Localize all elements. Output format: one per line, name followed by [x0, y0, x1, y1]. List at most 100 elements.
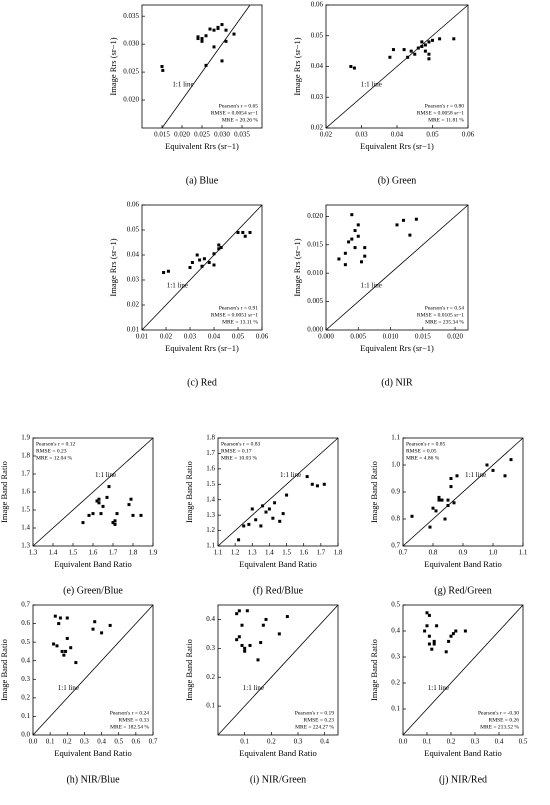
stat-text: RMSE = 0.0105 sr−1: [417, 312, 464, 318]
y-axis-label: Image Rrs (sr−1): [292, 238, 302, 296]
x-tick-label: 1.8: [129, 549, 138, 557]
x-tick-label: 0.7: [149, 738, 158, 746]
point: [216, 25, 220, 29]
x-tick-label: 0.030: [214, 131, 230, 139]
point: [264, 510, 268, 514]
y-tick-label: 0.3: [21, 675, 30, 683]
point: [349, 65, 353, 68]
point: [423, 629, 427, 633]
stat-text: MRE = 12.04 %: [36, 455, 73, 461]
point: [363, 246, 367, 250]
point: [432, 642, 436, 646]
x-tick-label: 0.05: [232, 333, 245, 341]
x-tick-label: 0.7: [399, 549, 408, 557]
y-tick-label: 1.8: [21, 452, 30, 460]
point: [267, 507, 271, 511]
point: [101, 504, 105, 508]
point: [190, 261, 194, 264]
y-tick-label: 1.9: [21, 434, 30, 442]
point: [248, 231, 252, 234]
x-tick-label: 1.6: [299, 549, 308, 557]
point: [237, 635, 241, 639]
one-to-one-line: [217, 437, 339, 547]
y-tick-label: 0.2: [391, 679, 400, 687]
y-tick-label: 1.7: [21, 470, 30, 478]
stat-text: RMSE = 0.0054 sr−1: [211, 110, 258, 116]
point: [343, 263, 347, 267]
point: [235, 612, 239, 616]
y-tick-label: 0.06: [311, 1, 324, 9]
stat-text: RMSE = 0.33: [119, 717, 150, 723]
x-tick-label: 1.8: [334, 549, 343, 557]
point: [224, 28, 228, 32]
y-axis-label: Image Band Ratio: [0, 639, 9, 701]
point: [196, 35, 200, 39]
x-tick-label: 0.04: [391, 131, 404, 139]
x-tick-label: 0.6: [131, 738, 140, 746]
point: [212, 252, 216, 256]
y-tick-label: 1.3: [206, 511, 215, 519]
point: [337, 257, 341, 261]
x-tick-label: 1.7: [109, 549, 118, 557]
point: [115, 512, 119, 516]
caption: (j) NIR/Red: [439, 774, 487, 785]
point: [235, 638, 239, 642]
point: [131, 513, 135, 517]
stat-text: RMSE = 0.05: [406, 448, 437, 454]
x-tick-label: 1.2: [231, 549, 240, 557]
y-axis-label: Image Band Ratio: [184, 639, 194, 701]
stat-text: Pearson's r = 0.83: [221, 441, 260, 447]
point: [236, 231, 240, 234]
point: [427, 52, 431, 56]
point: [95, 499, 99, 503]
point: [427, 613, 431, 617]
point: [446, 504, 450, 507]
y-tick-label: 0.04: [311, 62, 324, 70]
point: [237, 538, 241, 542]
point: [305, 475, 309, 479]
point: [410, 514, 414, 518]
point: [113, 519, 117, 523]
point: [278, 519, 282, 523]
point: [431, 38, 434, 42]
point: [350, 213, 354, 217]
y-tick-label: 0.4: [206, 615, 215, 623]
y-tick-label: 0.03: [127, 276, 140, 284]
x-tick-label: 1.7: [316, 549, 325, 557]
point: [427, 57, 431, 61]
plot-frame: [217, 437, 339, 547]
point: [220, 23, 224, 27]
point: [431, 506, 435, 510]
y-tick-label: 0.8: [391, 515, 400, 523]
x-tick-label: 0.035: [234, 131, 250, 139]
point: [207, 261, 211, 264]
y-tick-label: 0.7: [391, 542, 400, 550]
point: [212, 28, 216, 32]
y-tick-label: 0.05: [311, 31, 324, 39]
one-to-one-label: 1:1 line: [167, 281, 188, 289]
y-axis-label: Image Band Ratio: [369, 639, 379, 701]
point: [409, 49, 413, 53]
point: [449, 477, 453, 480]
y-tick-label: 0.9: [391, 488, 400, 496]
y-tick-label: 0.06: [127, 201, 140, 209]
point: [447, 639, 451, 643]
point: [451, 632, 455, 636]
point: [261, 623, 265, 627]
x-tick-label: 0.1: [240, 738, 249, 746]
point: [91, 627, 95, 631]
stat-text: Pearson's r = 0.19: [295, 710, 334, 716]
x-tick-label: 1.6: [89, 549, 98, 557]
point: [315, 484, 319, 488]
x-tick-label: 0.0: [29, 738, 38, 746]
y-tick-label: 0.7: [21, 601, 30, 609]
one-to-one-label: 1:1 line: [172, 80, 193, 88]
point: [248, 643, 252, 647]
point: [196, 37, 200, 41]
point: [81, 521, 85, 525]
x-tick-label: 0.4: [320, 738, 329, 746]
y-tick-label: 0.015: [307, 240, 323, 248]
point: [356, 223, 360, 227]
x-tick-label: 0.8: [429, 549, 438, 557]
caption: (e) Green/Blue: [63, 585, 123, 596]
